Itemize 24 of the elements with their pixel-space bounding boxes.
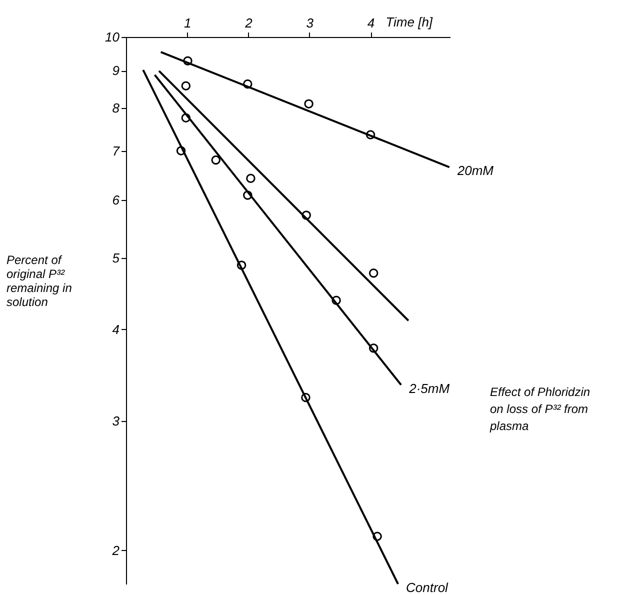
x-tick-label: 4 xyxy=(367,16,375,30)
y-tick-label: 3 xyxy=(112,414,120,429)
y-tick-label: 7 xyxy=(112,143,120,158)
point xyxy=(304,99,314,108)
y-axis-title: Percent of original P³² remaining in solution xyxy=(6,253,72,310)
point xyxy=(181,81,191,90)
point xyxy=(246,174,256,183)
y-tick-label: 5 xyxy=(112,250,120,266)
x-axis-title: Time [h] xyxy=(386,14,433,30)
y-tick-label: 2 xyxy=(111,542,120,558)
x-tick-label: 3 xyxy=(306,16,314,30)
x-tick-label: 1 xyxy=(184,16,192,30)
y-tick-label: 8 xyxy=(112,100,120,116)
x-tick-label: 2 xyxy=(244,16,254,30)
series-label: 20mM xyxy=(456,163,494,178)
y-tick-label: 9 xyxy=(112,63,120,78)
point xyxy=(211,155,220,165)
y-tick-label: 10 xyxy=(105,30,120,44)
text: Effect of Phloridzin on loss of P³² from plasma xyxy=(489,385,590,434)
y-tick-label: 6 xyxy=(112,192,120,208)
series-label: 2·5mM xyxy=(408,380,450,396)
series-label: Control xyxy=(406,580,450,595)
y-tick-label: 4 xyxy=(112,322,120,337)
point xyxy=(368,268,378,278)
